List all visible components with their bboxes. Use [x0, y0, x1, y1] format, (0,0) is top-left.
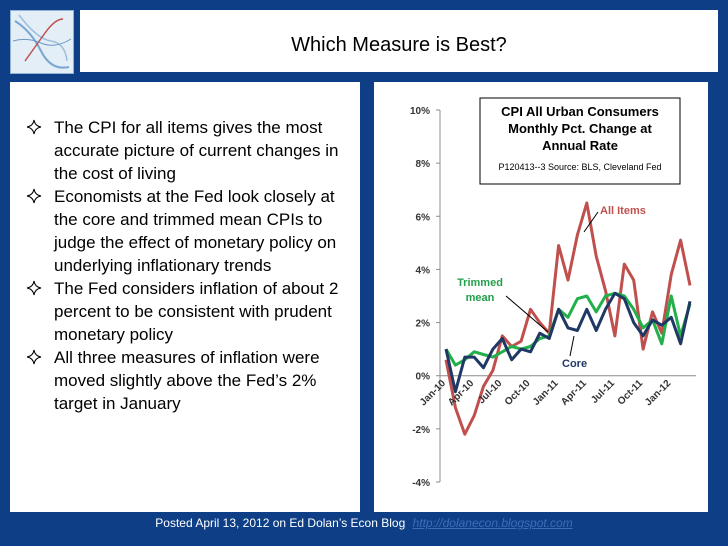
chart-title-line: Annual Rate	[542, 138, 618, 153]
y-tick-label: -4%	[412, 478, 430, 489]
bullet-text: The Fed considers inflation of about 2 p…	[54, 279, 339, 344]
y-tick-label: 6%	[416, 212, 431, 223]
annotation-trimmed-mean: mean	[466, 292, 495, 304]
annotation-arrow-trimmed	[505, 295, 549, 333]
y-tick-label: 8%	[416, 159, 431, 170]
annotation-core: Core	[562, 358, 587, 370]
bullet-text: Economists at the Fed look closely at th…	[54, 187, 337, 275]
bullet-item: Economists at the Fed look closely at th…	[18, 185, 358, 277]
bullet-panel: The CPI for all items gives the most acc…	[10, 82, 360, 512]
chart-title-box	[479, 97, 681, 185]
annotation-all-items: All Items	[600, 205, 646, 217]
logo-image-icon	[11, 11, 73, 73]
footer-text: Posted April 13, 2012 on Ed Dolan’s Econ…	[155, 516, 406, 530]
diamond-bullet-icon	[26, 188, 42, 204]
y-tick-label: 10%	[410, 106, 430, 117]
bullet-item: The Fed considers inflation of about 2 p…	[18, 277, 358, 346]
slide-logo-thumbnail	[10, 10, 74, 74]
x-tick-label: Jan-11	[531, 378, 561, 408]
x-tick-label: Jul-11	[589, 378, 617, 406]
x-tick-label: Apr-11	[559, 378, 589, 408]
diamond-bullet-icon	[26, 280, 42, 296]
bullet-item: The CPI for all items gives the most acc…	[18, 116, 358, 185]
chart-title-line: Monthly Pct. Change at	[508, 121, 652, 136]
diamond-bullet-icon	[26, 119, 42, 135]
y-tick-label: 0%	[416, 372, 431, 383]
chart-source-note: P120413--3 Source: BLS, Cleveland Fed	[498, 162, 661, 172]
bullet-text: The CPI for all items gives the most acc…	[54, 118, 339, 183]
slide-title: Which Measure is Best?	[291, 34, 507, 56]
y-tick-label: -2%	[412, 425, 430, 436]
bullet-list: The CPI for all items gives the most acc…	[18, 116, 358, 415]
blog-link[interactable]: http://dolanecon.blogspot.com	[412, 516, 573, 530]
title-bar: Which Measure is Best?	[80, 10, 718, 72]
annotation-arrow-core	[569, 335, 575, 357]
bullet-text: All three measures of inflation were mov…	[54, 348, 320, 413]
chart-title-line: CPI All Urban Consumers	[501, 104, 659, 119]
y-tick-label: 2%	[416, 319, 431, 330]
diamond-bullet-icon	[26, 349, 42, 365]
series-line-core	[444, 291, 692, 394]
annotation-arrow-all-items	[583, 211, 599, 233]
footer: Posted April 13, 2012 on Ed Dolan’s Econ…	[0, 516, 728, 530]
bullet-item: All three measures of inflation were mov…	[18, 346, 358, 415]
y-tick-label: 4%	[416, 265, 431, 276]
x-tick-label: Oct-10	[503, 378, 533, 408]
x-tick-label: Oct-11	[616, 378, 646, 408]
x-tick-label: Jan-12	[643, 378, 673, 408]
annotation-trimmed-mean: Trimmed	[457, 277, 503, 289]
